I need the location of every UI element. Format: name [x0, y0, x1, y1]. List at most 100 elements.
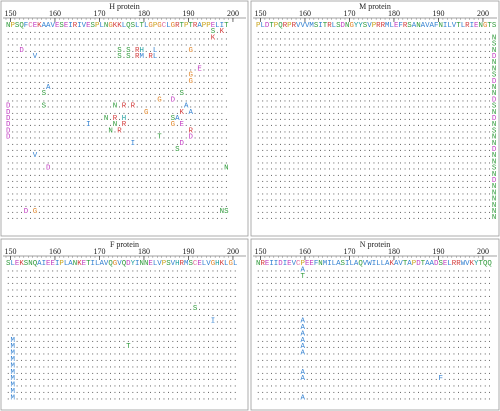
residue: .: [24, 324, 28, 332]
residue: .: [33, 196, 37, 204]
residue: .: [425, 183, 429, 191]
residue: .: [184, 189, 188, 197]
residue: .: [206, 273, 210, 281]
residue: .: [55, 146, 59, 154]
residue: .: [46, 47, 50, 55]
residue: .: [287, 121, 291, 129]
residue: .: [51, 158, 55, 166]
residue: .: [430, 189, 434, 197]
sequence-row: ........................................…: [256, 59, 496, 67]
residue: .: [265, 59, 269, 67]
residue: .: [6, 286, 10, 294]
residue: .: [162, 196, 166, 204]
residue: .: [131, 266, 135, 274]
residue: .: [46, 298, 50, 306]
residue: .: [19, 84, 23, 92]
residue: .: [73, 214, 77, 222]
residue: .: [28, 279, 32, 287]
residue: .: [336, 90, 340, 98]
residue: .: [283, 41, 287, 49]
residue: .: [10, 202, 14, 210]
residue: .: [354, 189, 358, 197]
residue: .: [135, 127, 139, 135]
residue: .: [385, 158, 389, 166]
residue: .: [407, 72, 411, 80]
residue: .: [122, 146, 126, 154]
residue: .: [171, 177, 175, 185]
residue: .: [274, 177, 278, 185]
residue: .: [465, 273, 469, 281]
residue: .: [15, 47, 19, 55]
residue: .: [153, 165, 157, 173]
residue: .: [447, 59, 451, 67]
residue: .: [336, 78, 340, 86]
residue: .: [376, 183, 380, 191]
residue: .: [108, 34, 112, 42]
residue: .: [24, 266, 28, 274]
residue: .: [296, 121, 300, 129]
residue: .: [314, 53, 318, 61]
residue: .: [412, 84, 416, 92]
residue: .: [372, 177, 376, 185]
residue: .: [19, 369, 23, 377]
residue: .: [6, 324, 10, 332]
residue: .: [126, 177, 130, 185]
residue: .: [73, 279, 77, 287]
residue: .: [278, 59, 282, 67]
residue: .: [309, 121, 313, 129]
residue: .: [376, 84, 380, 92]
residue: .: [479, 146, 483, 154]
residue: .: [148, 59, 152, 67]
residue: .: [465, 65, 469, 73]
sequence-row: ........................................…: [256, 115, 497, 123]
residue: .: [265, 121, 269, 129]
residue: .: [95, 96, 99, 104]
residue: .: [456, 152, 460, 160]
residue: .: [19, 394, 23, 402]
residue: .: [206, 311, 210, 319]
residue: .: [10, 59, 14, 67]
residue: .: [412, 72, 416, 80]
residue: .: [479, 96, 483, 104]
residue: .: [403, 109, 407, 117]
residue: .: [278, 202, 282, 210]
residue: .: [358, 72, 362, 80]
residue: .: [287, 146, 291, 154]
residue: .: [37, 343, 41, 351]
residue: .: [474, 177, 478, 185]
residue: .: [197, 134, 201, 142]
residue: .: [390, 90, 394, 98]
residue: .: [206, 202, 210, 210]
residue: .: [42, 146, 46, 154]
residue: I: [211, 318, 215, 326]
residue: .: [465, 208, 469, 216]
residue: .: [157, 115, 161, 123]
residue: .: [24, 28, 28, 36]
residue: .: [407, 34, 411, 42]
residue: .: [64, 103, 68, 111]
residue: .: [166, 84, 170, 92]
residue: .: [229, 266, 233, 274]
residue: .: [24, 59, 28, 67]
residue: .: [113, 375, 117, 383]
residue: .: [64, 196, 68, 204]
residue: .: [269, 34, 273, 42]
residue: .: [385, 115, 389, 123]
residue: .: [19, 72, 23, 80]
residue: .: [197, 311, 201, 319]
residue: .: [447, 177, 451, 185]
residue: .: [175, 279, 179, 287]
residue: .: [470, 59, 474, 67]
residue: .: [197, 356, 201, 364]
residue: .: [479, 214, 483, 222]
residue: .: [10, 298, 14, 306]
residue: .: [33, 305, 37, 313]
residue: .: [465, 84, 469, 92]
residue: .: [175, 109, 179, 117]
residue: .: [430, 158, 434, 166]
residue: .: [46, 382, 50, 390]
residue: .: [443, 158, 447, 166]
sequence-row: ........................................…: [6, 65, 229, 73]
residue: A: [99, 260, 104, 268]
residue: .: [6, 298, 10, 306]
